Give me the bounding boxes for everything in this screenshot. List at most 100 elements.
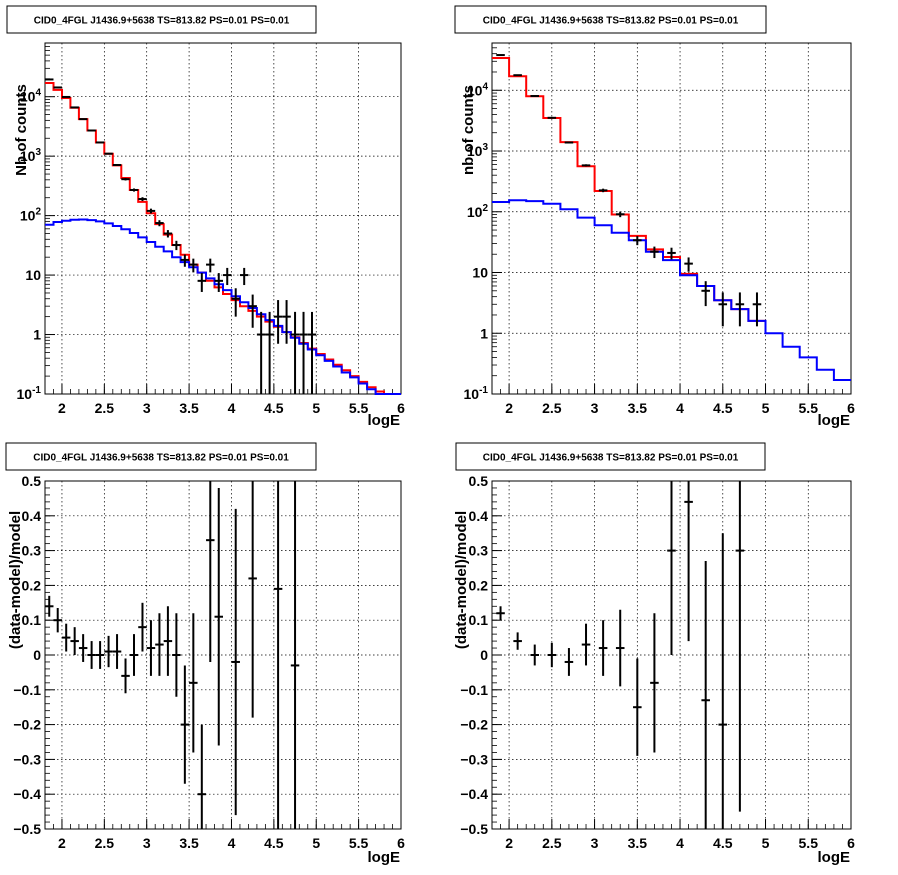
data-point	[214, 487, 223, 746]
data-point	[70, 106, 79, 109]
y-tick-label: 104	[20, 88, 42, 105]
data-point	[564, 648, 574, 676]
data-point	[112, 634, 122, 669]
data-point	[547, 642, 557, 668]
x-tick-label: 2.5	[95, 400, 115, 416]
data-point	[197, 724, 207, 829]
data-point	[197, 273, 207, 292]
chart-title: CID0_4FGL J1436.9+5638 TS=813.82 PS=0.01…	[483, 16, 739, 27]
data-point	[78, 634, 88, 662]
grid-layer	[491, 42, 852, 395]
data-point	[231, 288, 240, 317]
data-point	[598, 188, 608, 193]
y-axis-label: (data-model)/model	[7, 511, 24, 649]
x-tick-label: 6	[847, 835, 855, 851]
data-point	[189, 258, 198, 273]
data-point	[45, 595, 54, 617]
chart-title: CID0_4FGL J1436.9+5638 TS=813.82 PS=0.01…	[483, 453, 739, 464]
data-point	[138, 197, 147, 202]
data-point	[650, 613, 659, 753]
y-tick-label: 10	[472, 265, 488, 281]
data-point	[155, 220, 164, 227]
data-point	[598, 620, 608, 676]
data-point	[581, 164, 591, 167]
data-point	[530, 644, 540, 666]
data-point	[265, 311, 274, 394]
data-point	[547, 116, 557, 119]
data-point	[180, 254, 190, 267]
marks-layer	[45, 481, 300, 829]
data-point	[206, 258, 215, 273]
title-box: CID0_4FGL J1436.9+5638 TS=813.82 PS=0.01…	[6, 5, 317, 34]
data-point	[615, 609, 625, 687]
data-point	[87, 129, 96, 132]
y-tick-label: 0.1	[22, 612, 42, 628]
data-point	[282, 300, 291, 344]
model-source-line	[492, 199, 851, 381]
data-point	[701, 281, 710, 307]
x-tick-label: 2.5	[542, 835, 562, 851]
x-tick-label: 4.5	[264, 835, 284, 851]
y-tick-label: −0.4	[13, 786, 41, 802]
x-tick-label: 4	[228, 400, 236, 416]
marks-layer	[492, 54, 851, 381]
data-point	[615, 211, 625, 218]
axes-layer: 2 2.5 3 3.5 4 4.5 5 5.5 6 −0.5 −0.4 −0.3 −0.2 −0.1 0 0…	[7, 473, 405, 866]
y-tick-label: 0.4	[22, 508, 42, 524]
data-point	[248, 294, 257, 328]
data-point	[61, 95, 71, 98]
title-box: CID0_4FGL J1436.9+5638 TS=813.82 PS=0.01…	[455, 442, 766, 471]
data-point	[633, 658, 642, 756]
data-point	[735, 292, 745, 327]
x-tick-label: 2	[58, 400, 66, 416]
data-point	[299, 311, 308, 394]
chart-title: CID0_4FGL J1436.9+5638 TS=813.82 PS=0.01…	[34, 16, 290, 27]
data-point	[752, 292, 762, 327]
data-point	[70, 627, 79, 655]
grid-layer	[491, 480, 852, 830]
x-tick-label: 6	[397, 400, 405, 416]
y-tick-label: −0.4	[460, 786, 488, 802]
x-tick-label: 6	[847, 400, 855, 416]
data-point	[163, 606, 173, 676]
data-point	[121, 658, 130, 694]
marks-layer	[496, 481, 745, 829]
data-point	[496, 606, 505, 621]
x-tick-label: 2	[505, 835, 513, 851]
data-point	[290, 311, 300, 394]
x-axis-label: logE	[368, 849, 401, 866]
y-tick-label: 0.2	[469, 577, 489, 593]
y-axis-label: (data-model)/model	[453, 511, 470, 649]
y-tick-label: 103	[467, 142, 489, 159]
x-tick-label: 2.5	[95, 835, 115, 851]
x-tick-label: 3.5	[179, 835, 199, 851]
data-point	[155, 613, 164, 676]
data-point	[684, 481, 693, 642]
data-point	[223, 267, 232, 286]
data-point	[146, 208, 156, 214]
data-point	[581, 623, 591, 666]
x-tick-label: 3.5	[179, 400, 199, 416]
y-tick-label: 0	[33, 647, 41, 663]
y-tick-label: 10	[25, 267, 41, 283]
x-tick-label: 4.5	[713, 400, 733, 416]
data-point	[121, 177, 130, 181]
data-point	[684, 257, 693, 272]
data-point	[53, 608, 62, 633]
y-tick-label: 0.5	[22, 473, 42, 489]
data-point	[206, 481, 215, 662]
grid-layer	[44, 42, 402, 395]
y-tick-label: 1	[33, 327, 41, 343]
y-axis-label: nb of counts	[460, 85, 477, 175]
x-tick-label: 5.5	[349, 835, 369, 851]
x-tick-label: 6	[397, 835, 405, 851]
data-point	[112, 164, 122, 167]
data-point	[129, 188, 139, 192]
data-point	[667, 481, 676, 655]
data-point	[239, 267, 249, 286]
x-tick-label: 3.5	[628, 400, 648, 416]
data-point	[61, 623, 71, 652]
